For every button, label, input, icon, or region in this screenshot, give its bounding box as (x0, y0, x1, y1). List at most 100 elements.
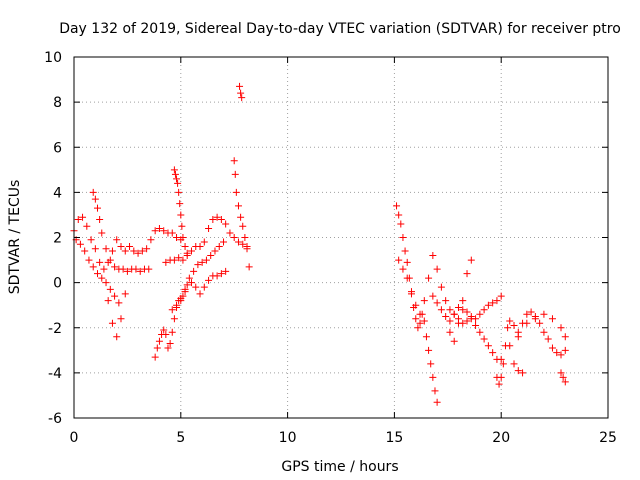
data-point (123, 267, 131, 275)
data-point (220, 238, 228, 246)
data-point (183, 252, 191, 260)
data-point (238, 94, 246, 102)
chart-title: Day 132 of 2019, Sidereal Day-to-day VTE… (59, 21, 621, 37)
data-point (202, 256, 210, 264)
data-point (495, 380, 503, 388)
data-point (454, 303, 462, 311)
data-point (89, 263, 97, 271)
data-point (196, 290, 204, 298)
data-point (480, 306, 488, 314)
data-point (531, 315, 539, 323)
data-point (200, 238, 208, 246)
series-arc-2 (72, 236, 123, 307)
y-tick-label: 8 (53, 95, 62, 111)
data-point (232, 188, 240, 196)
data-point (207, 252, 215, 260)
grid-lines (74, 57, 608, 418)
data-point (102, 245, 110, 253)
data-point (181, 285, 189, 293)
data-point (81, 247, 89, 255)
data-point (183, 281, 191, 289)
data-point (190, 267, 198, 275)
data-point (187, 247, 195, 255)
data-point (173, 301, 181, 309)
data-point (414, 324, 422, 332)
data-point (420, 297, 428, 305)
data-point (85, 256, 93, 264)
data-point (243, 245, 251, 253)
series-arc-13 (446, 256, 475, 345)
data-point (121, 247, 129, 255)
data-point (472, 315, 480, 323)
data-point (162, 331, 170, 339)
data-point (187, 279, 195, 287)
data-point (160, 326, 168, 334)
x-tick-label: 5 (176, 430, 185, 446)
series-arc-14 (493, 308, 569, 388)
data-point (548, 315, 556, 323)
data-point (230, 234, 238, 241)
y-tick-label: 6 (53, 140, 62, 156)
data-point (437, 283, 445, 291)
series-arc-9 (236, 82, 246, 102)
data-point (126, 243, 134, 251)
data-point (429, 292, 437, 300)
data-point (106, 256, 114, 264)
data-point (429, 252, 437, 260)
x-tick-label: 15 (385, 430, 403, 446)
data-point (106, 285, 114, 293)
data-point (433, 299, 441, 307)
data-point (514, 367, 522, 375)
data-point (185, 274, 193, 282)
y-tick-label: -6 (48, 411, 62, 427)
data-point (425, 274, 433, 282)
data-point (557, 369, 565, 377)
data-point (463, 270, 471, 278)
data-point (175, 254, 183, 262)
series-arc-0 (70, 213, 185, 273)
x-tick-label: 0 (70, 430, 79, 446)
data-point (241, 234, 249, 241)
data-point (540, 328, 548, 336)
data-point (454, 319, 462, 327)
data-point (76, 240, 84, 248)
data-point (403, 258, 411, 266)
data-point (401, 247, 409, 255)
data-point (433, 265, 441, 273)
data-point (442, 297, 450, 305)
data-point (173, 175, 181, 183)
y-tick-label: 0 (53, 276, 62, 292)
data-point (519, 369, 527, 377)
data-point (239, 240, 247, 248)
data-point (476, 328, 484, 336)
data-point (239, 222, 247, 230)
tick-labels: 0 5 10 15 20 25 -6 -4 -2 0 2 4 6 8 10 (44, 50, 617, 446)
series-arc-8 (230, 157, 253, 271)
data-point (113, 333, 121, 341)
data-point (540, 310, 548, 318)
data-point (497, 373, 505, 381)
data-point (215, 243, 223, 251)
data-point (98, 229, 106, 237)
data-point (427, 360, 435, 368)
data-point (117, 243, 125, 251)
data-point (407, 288, 415, 296)
data-point (472, 321, 480, 329)
data-point (504, 324, 512, 332)
data-point (450, 337, 458, 345)
data-point (87, 236, 95, 244)
data-point (166, 340, 174, 348)
data-point (557, 324, 565, 332)
data-point (510, 321, 518, 329)
data-point (506, 317, 514, 325)
data-point (403, 274, 411, 282)
data-point (155, 224, 163, 232)
data-point (93, 204, 101, 212)
series-arc-12 (429, 292, 505, 325)
data-point (442, 312, 450, 320)
data-point (134, 249, 142, 257)
y-tick-label: 4 (53, 185, 62, 201)
data-point (450, 310, 458, 318)
data-point (217, 270, 225, 278)
